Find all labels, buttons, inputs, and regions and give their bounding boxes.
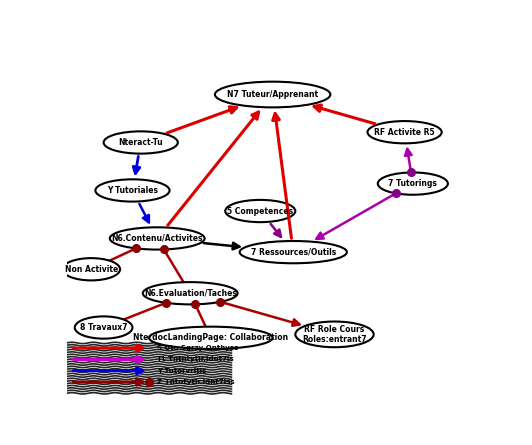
Text: 7 Ressources/Outils: 7 Ressources/Outils: [251, 247, 336, 257]
Ellipse shape: [95, 179, 170, 202]
Text: 8 Travaux7: 8 Travaux7: [80, 323, 127, 332]
Text: N6.Contenu/Activites: N6.Contenu/Activites: [112, 234, 203, 243]
Ellipse shape: [239, 241, 347, 263]
Text: Y Tutorvrltls: Y Tutorvrltls: [157, 368, 206, 374]
Ellipse shape: [74, 316, 132, 339]
Text: RF Role Cours
Roles:entrant7: RF Role Cours Roles:entrant7: [302, 325, 367, 344]
Text: 5 Competences: 5 Competences: [227, 206, 293, 215]
Ellipse shape: [215, 82, 330, 107]
Text: NterdocLandingPage: Collaboration: NterdocLandingPage: Collaboration: [133, 333, 288, 342]
Text: 7 Tutorings: 7 Tutorings: [388, 179, 437, 188]
Text: Y Tutoriales: Y Tutoriales: [107, 186, 158, 195]
Ellipse shape: [143, 282, 238, 304]
Text: S Uto Sgrzy Onthyss: S Uto Sgrzy Onthyss: [157, 345, 238, 351]
Ellipse shape: [225, 200, 295, 222]
Text: Z Tntntytlr.ldnt7lss: Z Tntntytlr.ldnt7lss: [157, 379, 235, 385]
Ellipse shape: [104, 131, 178, 154]
Text: Tt Tntntytlr.ldnt7ls: Tt Tntntytlr.ldnt7ls: [157, 356, 234, 362]
Ellipse shape: [110, 227, 205, 250]
Text: RF Activite R5: RF Activite R5: [375, 128, 435, 137]
Ellipse shape: [62, 258, 120, 280]
Text: N6.Evaluation/Taches: N6.Evaluation/Taches: [144, 289, 237, 298]
Ellipse shape: [368, 121, 442, 143]
Ellipse shape: [378, 173, 448, 195]
Text: N7 Tuteur/Apprenant: N7 Tuteur/Apprenant: [227, 90, 318, 99]
Ellipse shape: [149, 327, 272, 349]
Ellipse shape: [295, 322, 373, 347]
Text: Non Activite: Non Activite: [64, 265, 118, 274]
Text: Nteract-Tu: Nteract-Tu: [119, 138, 163, 147]
